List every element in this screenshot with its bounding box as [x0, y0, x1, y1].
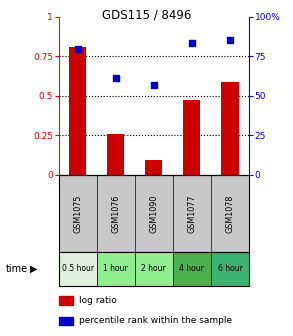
Text: percentile rank within the sample: percentile rank within the sample — [79, 317, 232, 325]
Text: 0.5 hour: 0.5 hour — [62, 264, 94, 273]
Text: GSM1076: GSM1076 — [111, 194, 120, 233]
Bar — [211, 252, 249, 286]
Text: 4 hour: 4 hour — [180, 264, 204, 273]
Bar — [222, 82, 239, 175]
Point — [151, 83, 156, 88]
Text: GSM1075: GSM1075 — [73, 194, 82, 233]
Point — [113, 75, 118, 80]
Text: GSM1077: GSM1077 — [188, 194, 196, 233]
Point — [190, 40, 194, 46]
Text: time: time — [6, 264, 28, 274]
Point — [75, 46, 80, 52]
Bar — [135, 252, 173, 286]
Text: log ratio: log ratio — [79, 296, 117, 305]
Text: GSM1078: GSM1078 — [226, 194, 234, 233]
Point — [228, 37, 232, 42]
Text: GDS115 / 8496: GDS115 / 8496 — [102, 8, 191, 22]
Bar — [173, 252, 211, 286]
Bar — [69, 47, 86, 175]
Text: 6 hour: 6 hour — [218, 264, 242, 273]
Bar — [145, 160, 162, 175]
Bar — [107, 134, 124, 175]
Text: GSM1090: GSM1090 — [149, 194, 158, 233]
Text: 1 hour: 1 hour — [103, 264, 128, 273]
Text: ▶: ▶ — [30, 264, 38, 274]
Bar — [97, 252, 135, 286]
Text: 2 hour: 2 hour — [142, 264, 166, 273]
Bar — [183, 100, 200, 175]
Bar — [59, 252, 97, 286]
